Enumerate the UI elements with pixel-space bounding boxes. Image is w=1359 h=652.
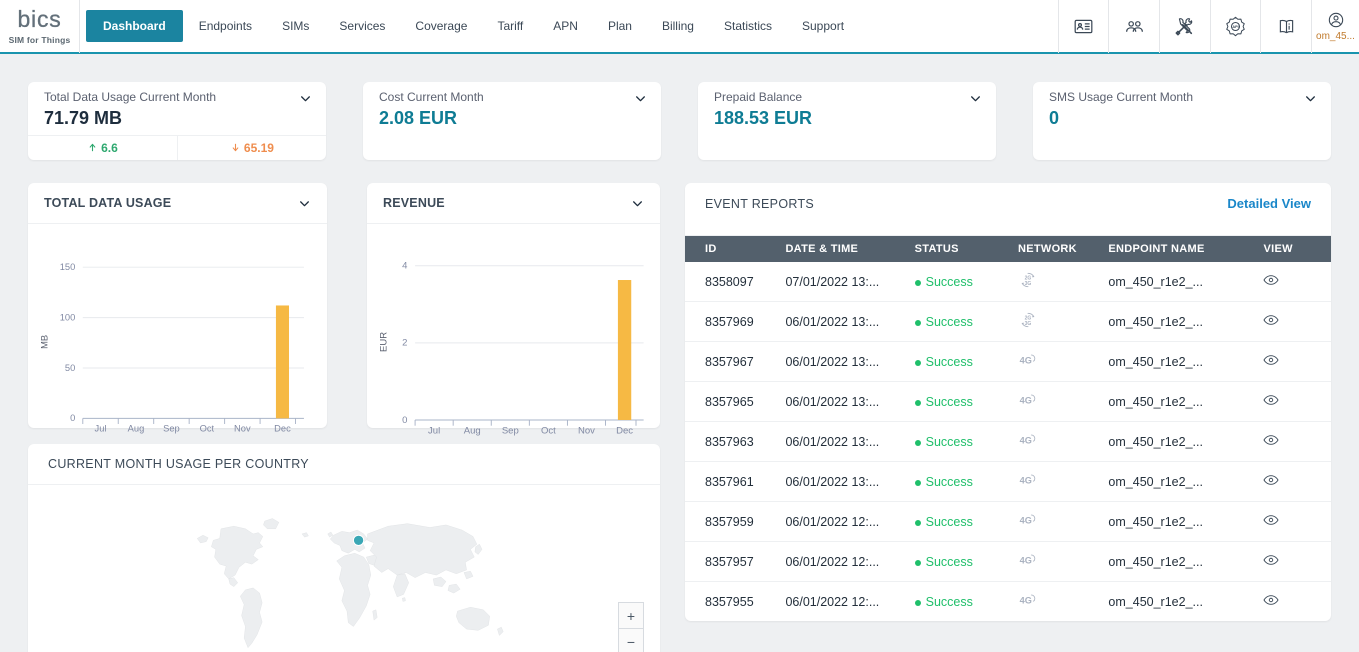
svg-text:0: 0	[70, 413, 75, 423]
svg-text:Dec: Dec	[274, 423, 291, 433]
svg-text:150: 150	[60, 262, 76, 272]
svg-text:4: 4	[402, 261, 408, 272]
svg-text:4G: 4G	[1020, 475, 1032, 485]
svg-text:Oct: Oct	[541, 425, 556, 436]
svg-text:100: 100	[60, 312, 76, 322]
svg-text:Nov: Nov	[578, 425, 595, 436]
svg-text:2: 2	[402, 338, 407, 349]
svg-text:4G: 4G	[1020, 595, 1032, 605]
svg-text:Jul: Jul	[95, 423, 107, 433]
svg-text:4G: 4G	[1020, 555, 1032, 565]
svg-text:3G: 3G	[1025, 321, 1032, 327]
svg-text:Jul: Jul	[428, 425, 440, 436]
svg-text:Oct: Oct	[200, 423, 215, 433]
svg-text:EUR: EUR	[379, 332, 390, 352]
svg-text:Aug: Aug	[128, 423, 145, 433]
svg-text:Sep: Sep	[163, 423, 180, 433]
svg-text:3G: 3G	[1025, 281, 1032, 287]
svg-text:Dec: Dec	[616, 425, 633, 436]
svg-text:Aug: Aug	[464, 425, 481, 436]
svg-text:4G: 4G	[1020, 395, 1032, 405]
svg-text:Nov: Nov	[234, 423, 251, 433]
svg-text:0: 0	[402, 415, 407, 426]
svg-text:4G: 4G	[1020, 435, 1032, 445]
svg-text:4G: 4G	[1020, 515, 1032, 525]
svg-text:4G: 4G	[1020, 355, 1032, 365]
svg-text:MB: MB	[39, 335, 49, 349]
svg-text:Sep: Sep	[502, 425, 519, 436]
svg-text:API: API	[1232, 25, 1238, 29]
svg-text:50: 50	[65, 363, 75, 373]
